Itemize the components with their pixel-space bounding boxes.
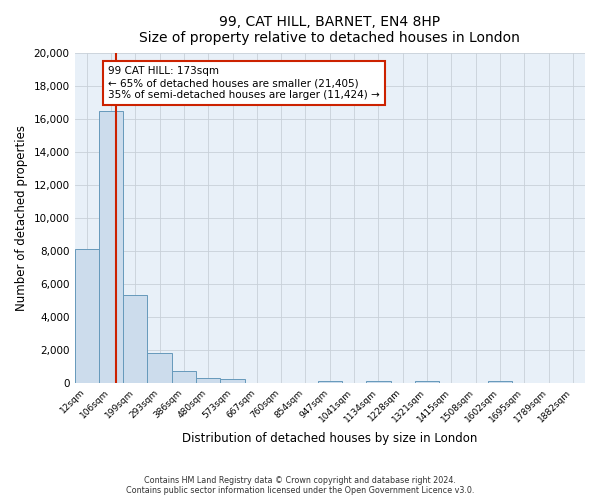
Bar xyxy=(74,250,99,382)
Text: Contains HM Land Registry data © Crown copyright and database right 2024.
Contai: Contains HM Land Registry data © Crown c… xyxy=(126,476,474,495)
Bar xyxy=(415,380,439,382)
Bar xyxy=(148,353,172,382)
Bar xyxy=(220,380,245,382)
Bar xyxy=(366,380,391,382)
Bar xyxy=(172,371,196,382)
Bar xyxy=(196,378,220,382)
Bar xyxy=(99,111,123,382)
Title: 99, CAT HILL, BARNET, EN4 8HP
Size of property relative to detached houses in Lo: 99, CAT HILL, BARNET, EN4 8HP Size of pr… xyxy=(139,15,520,45)
Text: 99 CAT HILL: 173sqm
← 65% of detached houses are smaller (21,405)
35% of semi-de: 99 CAT HILL: 173sqm ← 65% of detached ho… xyxy=(108,66,379,100)
Bar xyxy=(488,380,512,382)
X-axis label: Distribution of detached houses by size in London: Distribution of detached houses by size … xyxy=(182,432,478,445)
Y-axis label: Number of detached properties: Number of detached properties xyxy=(15,125,28,311)
Bar xyxy=(123,296,148,382)
Bar xyxy=(317,381,342,382)
